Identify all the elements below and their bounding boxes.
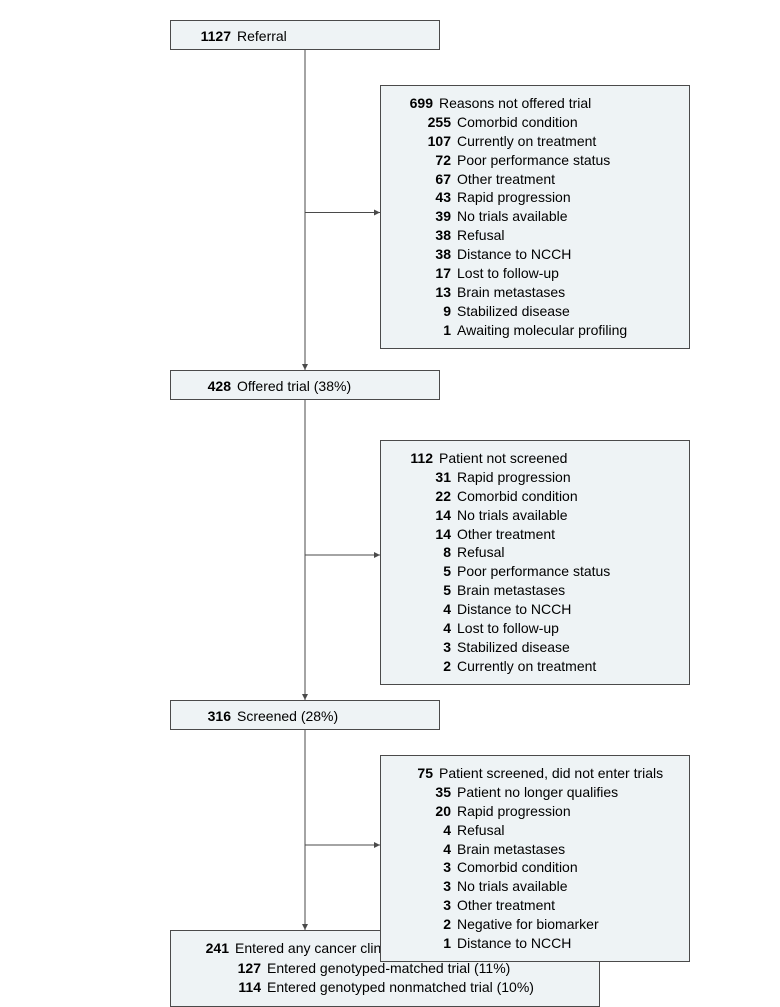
exclusion-item-label: Refusal xyxy=(451,543,504,562)
exclusion-item-label: Refusal xyxy=(451,821,504,840)
exclusion-item-value: 43 xyxy=(411,188,451,207)
stage-value: 428 xyxy=(181,377,231,395)
exclusion-item-label: Poor performance status xyxy=(451,562,610,581)
exclusion-item-label: Comorbid condition xyxy=(451,487,578,506)
exclusion-item-value: 4 xyxy=(411,600,451,619)
exclusion-item-label: Comorbid condition xyxy=(451,113,578,132)
exclusion-item-value: 39 xyxy=(411,207,451,226)
exclusion-item-value: 1 xyxy=(411,321,451,340)
exclusion-item-label: Other treatment xyxy=(451,525,555,544)
exclusion-item-value: 3 xyxy=(411,896,451,915)
exclusion-item-value: 38 xyxy=(411,226,451,245)
exclusion-item-value: 1 xyxy=(411,934,451,953)
exclusion-header-label: Patient screened, did not enter trials xyxy=(433,764,663,783)
exclusion-item-label: Comorbid condition xyxy=(451,858,578,877)
exclusion-item-value: 31 xyxy=(411,468,451,487)
exclusion-header-value: 699 xyxy=(393,94,433,113)
exclusion-item-label: Refusal xyxy=(451,226,504,245)
exclusion-item-label: Other treatment xyxy=(451,170,555,189)
exclusion-item-label: Negative for biomarker xyxy=(451,915,599,934)
exclusion-item-value: 72 xyxy=(411,151,451,170)
flowchart-canvas: 1127Referral428Offered trial (38%)316Scr… xyxy=(0,0,780,1007)
exclusion-item-label: No trials available xyxy=(451,506,568,525)
exclusion-item-label: Poor performance status xyxy=(451,151,610,170)
stage-label: Offered trial (38%) xyxy=(231,377,351,395)
exclusion-item-label: Lost to follow-up xyxy=(451,619,559,638)
exclusion-item-label: Distance to NCCH xyxy=(451,600,571,619)
exclusion-item-value: 13 xyxy=(411,283,451,302)
exclusion-item-value: 20 xyxy=(411,802,451,821)
exclusion-item-value: 35 xyxy=(411,783,451,802)
exclusion-item-label: Currently on treatment xyxy=(451,132,596,151)
exclusion-item-label: Currently on treatment xyxy=(451,657,596,676)
stage-label: Screened (28%) xyxy=(231,707,338,725)
stage-box-1: 428Offered trial (38%) xyxy=(170,370,440,400)
exclusion-item-label: No trials available xyxy=(451,877,568,896)
exclusion-item-value: 2 xyxy=(411,657,451,676)
exclusion-item-value: 5 xyxy=(411,562,451,581)
exclusion-header-value: 75 xyxy=(393,764,433,783)
exclusion-item-label: Rapid progression xyxy=(451,802,571,821)
exclusion-item-value: 5 xyxy=(411,581,451,600)
exclusion-item-label: Brain metastases xyxy=(451,283,565,302)
exclusion-item-value: 3 xyxy=(411,638,451,657)
exclusion-box-2: 75Patient screened, did not enter trials… xyxy=(380,755,690,962)
exclusion-item-value: 3 xyxy=(411,858,451,877)
exclusion-box-1: 112Patient not screened31Rapid progressi… xyxy=(380,440,690,685)
stage-box-2: 316Screened (28%) xyxy=(170,700,440,730)
exclusion-item-value: 4 xyxy=(411,821,451,840)
exclusion-item-label: Brain metastases xyxy=(451,581,565,600)
exclusion-item-label: Lost to follow-up xyxy=(451,264,559,283)
exclusion-item-label: Other treatment xyxy=(451,896,555,915)
exclusion-item-value: 14 xyxy=(411,525,451,544)
final-value: 241 xyxy=(183,939,229,959)
final-sub-label: Entered genotyped nonmatched trial (10%) xyxy=(261,978,534,998)
exclusion-item-value: 14 xyxy=(411,506,451,525)
exclusion-header-value: 112 xyxy=(393,449,433,468)
exclusion-item-label: Rapid progression xyxy=(451,468,571,487)
stage-value: 1127 xyxy=(181,27,231,45)
exclusion-item-label: Distance to NCCH xyxy=(451,245,571,264)
exclusion-item-label: Stabilized disease xyxy=(451,638,570,657)
final-sub-value: 114 xyxy=(215,978,261,998)
exclusion-header-label: Reasons not offered trial xyxy=(433,94,591,113)
stage-value: 316 xyxy=(181,707,231,725)
exclusion-item-label: Stabilized disease xyxy=(451,302,570,321)
exclusion-item-value: 255 xyxy=(411,113,451,132)
exclusion-item-label: No trials available xyxy=(451,207,568,226)
exclusion-item-value: 38 xyxy=(411,245,451,264)
exclusion-item-value: 9 xyxy=(411,302,451,321)
exclusion-item-label: Distance to NCCH xyxy=(451,934,571,953)
exclusion-item-value: 4 xyxy=(411,840,451,859)
exclusion-item-value: 8 xyxy=(411,543,451,562)
final-sub-value: 127 xyxy=(215,959,261,979)
exclusion-item-value: 3 xyxy=(411,877,451,896)
exclusion-header-label: Patient not screened xyxy=(433,449,567,468)
exclusion-item-label: Awaiting molecular profiling xyxy=(451,321,627,340)
exclusion-item-label: Brain metastases xyxy=(451,840,565,859)
stage-label: Referral xyxy=(231,27,287,45)
exclusion-item-value: 107 xyxy=(411,132,451,151)
exclusion-item-value: 17 xyxy=(411,264,451,283)
exclusion-item-value: 2 xyxy=(411,915,451,934)
exclusion-item-label: Rapid progression xyxy=(451,188,571,207)
stage-box-0: 1127Referral xyxy=(170,20,440,50)
exclusion-box-0: 699Reasons not offered trial255Comorbid … xyxy=(380,85,690,349)
exclusion-item-label: Patient no longer qualifies xyxy=(451,783,618,802)
exclusion-item-value: 4 xyxy=(411,619,451,638)
exclusion-item-value: 22 xyxy=(411,487,451,506)
exclusion-item-value: 67 xyxy=(411,170,451,189)
